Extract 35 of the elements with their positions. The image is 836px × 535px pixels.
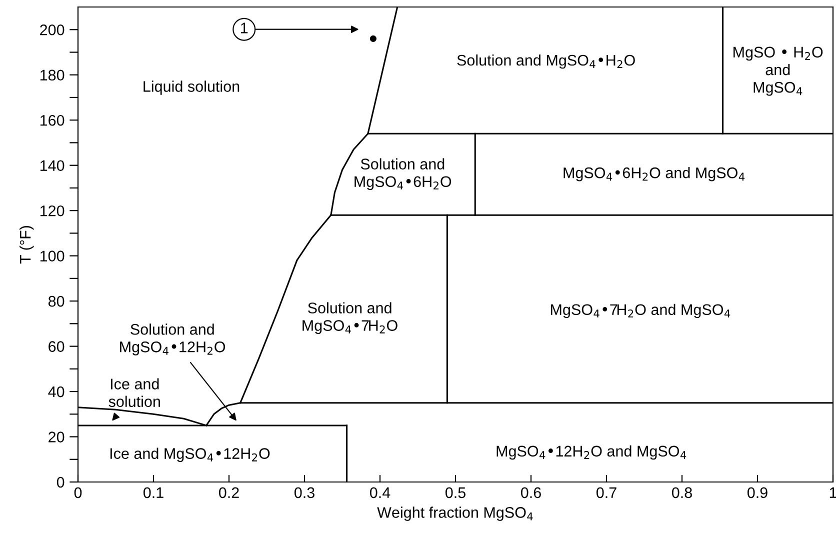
y-tick-label: 80 [48, 296, 64, 307]
x-tick-label: 0.2 [218, 487, 239, 498]
annotation: Solution and MgSO$_{4}$•12H$_{2}$O [120, 324, 226, 356]
annotation: Solution and MgSO$_{4}$•6H$_{2}$O [354, 158, 452, 190]
annotation: MgSO$_{4}$•12H$_{2}$O and MgSO$_{4}$ [496, 445, 686, 460]
x-tick-label: 0.4 [370, 487, 390, 498]
x-tick-label: 0.9 [747, 487, 768, 498]
y-axis-title: T (°F) [20, 226, 34, 264]
x-tick-label: 0.1 [143, 487, 164, 498]
y-tick-label: 100 [40, 250, 64, 262]
y-tick-label: 0 [56, 476, 64, 488]
y-tick-label: 200 [40, 24, 64, 36]
annotation: Ice and solution [108, 378, 160, 408]
annotation: Ice and MgSO$_{4}$•12H$_{2}$O [110, 448, 270, 462]
annotation: Solution and MgSO$_{4}$•7H$_{2}$O [302, 302, 398, 334]
y-tick-label: 180 [40, 70, 64, 81]
y-tick-label: 140 [40, 160, 64, 172]
annotation: Solution and MgSO$_{4}$•H$_{2}$O [457, 54, 635, 69]
x-axis-title: Weight fraction MgSO$_{4}$ [377, 506, 533, 521]
x-tick-label: 0.8 [672, 487, 692, 498]
annotation: 1 [241, 22, 248, 34]
x-tick-label: 0.5 [445, 487, 466, 498]
x-tick-label: 0.7 [596, 487, 616, 498]
annotation: Liquid solution [144, 80, 240, 95]
y-tick-label: 60 [48, 341, 64, 352]
annotation: MgSO$_{4}$•6H$_{2}$O and MgSO$_{4}$ [564, 167, 745, 182]
x-tick-label: 0.3 [294, 487, 314, 498]
x-tick-label: 0 [74, 487, 82, 498]
y-tick-label: 160 [40, 114, 64, 126]
annotation: MgSO$_{4}$•7H$_{2}$O and MgSO$_{4}$ [550, 304, 730, 318]
y-tick-label: 120 [40, 205, 64, 216]
y-tick-label: 20 [48, 432, 64, 442]
y-tick-label: 40 [48, 386, 64, 398]
x-tick-label: 0.6 [520, 487, 541, 498]
text: MgSO • H$_{2}$O and MgSO$_{4}$ [734, 46, 823, 96]
